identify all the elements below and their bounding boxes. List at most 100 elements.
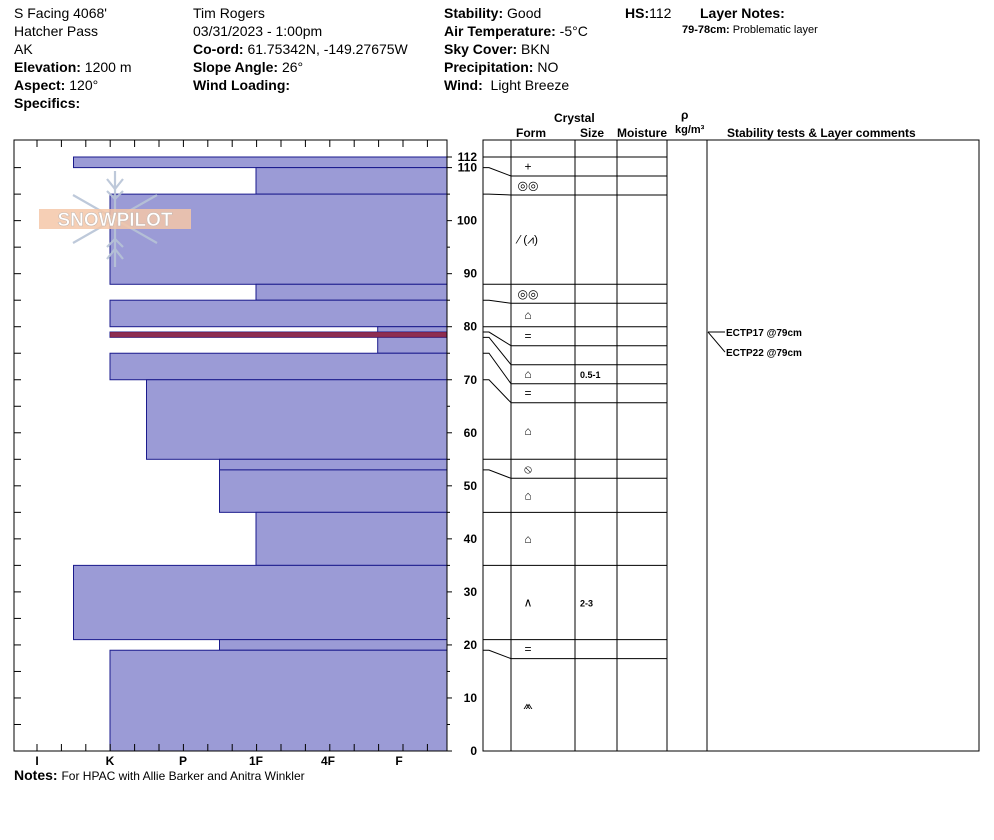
hardness-bar-3 — [255, 283, 448, 301]
range-name: Hatcher Pass — [14, 23, 99, 39]
layer-connector-9 — [483, 379, 512, 404]
air-temp-label: Air Temperature: — [444, 23, 556, 39]
aspect-row: Aspect: 120° — [14, 76, 98, 94]
hardness-bar-15 — [109, 649, 448, 752]
y-tick-label-112: 112 — [458, 150, 478, 164]
layer-form-7: ⌂ — [524, 367, 531, 381]
hardness-bar-4 — [109, 299, 448, 328]
y-tick-label-30: 30 — [464, 585, 478, 599]
y-tick-label-20: 20 — [464, 638, 478, 652]
layer-form-3: ◎◎ — [518, 287, 539, 301]
slope-row: Slope Angle: 26° — [193, 58, 303, 76]
specifics-label: Specifics: — [14, 95, 81, 111]
state-name: AK — [14, 41, 33, 57]
hardness-frame — [13, 139, 448, 752]
wind-row: Wind: Light Breeze — [444, 76, 569, 94]
coord-row: Co-ord: 61.75342N, -149.27675W — [193, 40, 408, 58]
y-tick-label-0: 0 — [470, 744, 477, 758]
layer-form-5: = — [524, 329, 531, 343]
y-tick-label-10: 10 — [464, 691, 478, 705]
layer-note: 79-78cm: Problematic layer — [682, 24, 818, 36]
precip-row: Precipitation: NO — [444, 58, 558, 76]
snowpilot-logo: SNOWPILOT — [39, 171, 191, 267]
stability-test-arrow-1 — [707, 331, 726, 353]
y-tick-label-110: 110 — [458, 161, 478, 175]
layer-connector-7 — [483, 336, 512, 366]
stability-tests-header: Stability tests & Layer comments — [727, 126, 916, 140]
slope-value: 26° — [281, 59, 304, 75]
hs-value: 112 — [649, 5, 672, 21]
elevation-label: Elevation: — [14, 59, 81, 75]
stability-label: Stability: — [444, 5, 504, 21]
logo-text: SNOWPILOT — [57, 210, 172, 231]
elevation-value: 1200 m — [84, 59, 132, 75]
precip-label: Precipitation: — [444, 59, 534, 75]
hardness-label-I: I — [35, 754, 38, 768]
hardness-label-F: F — [395, 754, 402, 768]
hardness-bar-5 — [377, 326, 448, 333]
notes-text: For HPAC with Allie Barker and Anitra Wi… — [61, 769, 305, 783]
stability-row: Stability: Good — [444, 4, 541, 22]
layer-note-key: 79-78cm: — [682, 24, 730, 36]
layer-form-0: + — [524, 160, 531, 174]
layer-form-9: ⌂ — [524, 424, 531, 438]
air-temp-row: Air Temperature: -5°C — [444, 22, 588, 40]
notes-row: Notes: For HPAC with Allie Barker and An… — [14, 766, 305, 785]
aspect-value: 120° — [69, 77, 99, 93]
hardness-bar-13 — [73, 564, 448, 641]
observation-datetime: 03/31/2023 - 1:00pm — [193, 23, 323, 39]
size-header: Size — [580, 126, 605, 140]
layer-connector-8 — [483, 352, 512, 385]
hardness-bar-0 — [73, 156, 448, 169]
hardness-bar-7 — [377, 336, 448, 354]
hardness-bar-9 — [146, 379, 448, 460]
hardness-label-4F: 4F — [321, 754, 335, 768]
table-frame — [482, 139, 980, 752]
wind-label: Wind: — [444, 77, 483, 93]
layer-connector-4 — [483, 299, 512, 304]
elevation-row: Elevation: 1200 m — [14, 58, 132, 76]
observer-name: Tim Rogers — [193, 5, 265, 21]
stability-test-label-0: ECTP17 @79cm — [726, 328, 802, 339]
layer-notes-label: Layer Notes: — [700, 5, 785, 21]
hardness-plot: I K P 1F 4F F — [13, 139, 448, 768]
layer-form-13: ∧ — [524, 596, 533, 610]
density-rho-header: ρ — [681, 108, 689, 122]
layer-form-14: = — [524, 642, 531, 656]
hardness-bar-14 — [219, 639, 448, 651]
stability-value: Good — [507, 5, 542, 21]
hs-label: HS: — [625, 5, 650, 21]
hardness-label-P: P — [179, 754, 187, 768]
coord-value: 61.75342N, -149.27675W — [247, 41, 408, 57]
hardness-bar-8 — [109, 352, 448, 381]
problem-layer-band — [110, 332, 447, 338]
y-tick-label-50: 50 — [464, 479, 478, 493]
sky-label: Sky Cover: — [444, 41, 518, 57]
y-tick-label-40: 40 — [464, 532, 478, 546]
layer-connector-15 — [483, 649, 512, 660]
layer-note-text: Problematic layer — [732, 24, 818, 36]
aspect-label: Aspect: — [14, 77, 66, 93]
hardness-label-1F: 1F — [249, 754, 263, 768]
layer-form-11: ⌂ — [524, 488, 531, 502]
y-tick-label-100: 100 — [457, 214, 477, 228]
y-tick-label-70: 70 — [464, 373, 478, 387]
hardness-bar-10 — [219, 458, 448, 471]
y-tick-label-60: 60 — [464, 426, 478, 440]
layer-size-13: 2-3 — [580, 599, 593, 609]
density-unit-header: kg/m³ — [675, 124, 705, 136]
location-name: S Facing 4068' — [14, 5, 107, 21]
precip-value: NO — [537, 59, 559, 75]
wind-loading-row: Wind Loading: — [193, 76, 290, 94]
layer-form-15: ⩕ — [523, 698, 533, 712]
layer-size-7: 0.5-1 — [580, 370, 601, 380]
layer-form-10: ⦸ — [524, 462, 532, 476]
layer-form-12: ⌂ — [524, 532, 531, 546]
coord-label: Co-ord: — [193, 41, 244, 57]
layer-form-4: ⌂ — [524, 308, 531, 322]
wind-loading-label: Wind Loading: — [193, 77, 291, 93]
layer-connector-2 — [483, 193, 512, 196]
hardness-bar-2 — [109, 193, 448, 285]
